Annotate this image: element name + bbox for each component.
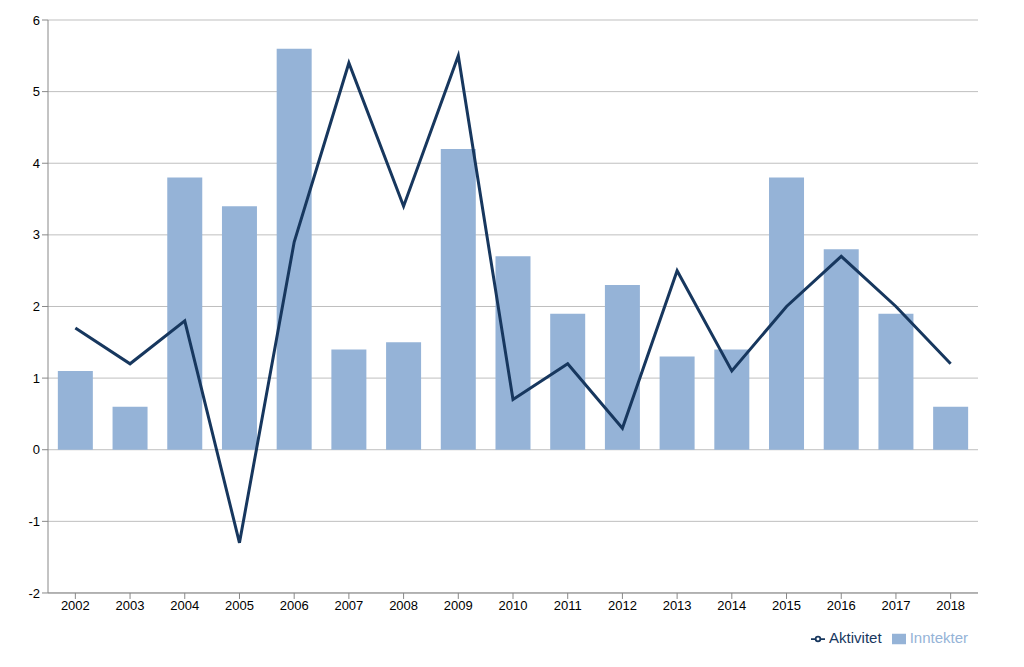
svg-text:2003: 2003 <box>116 598 145 613</box>
svg-text:2005: 2005 <box>225 598 254 613</box>
svg-text:2008: 2008 <box>389 598 418 613</box>
svg-text:2009: 2009 <box>444 598 473 613</box>
svg-text:4: 4 <box>33 156 40 171</box>
html-text:Inntekter: Inntekter <box>909 629 968 646</box>
svg-text:-1: -1 <box>28 514 40 529</box>
svg-text:2004: 2004 <box>170 598 199 613</box>
svg-text:2012: 2012 <box>608 598 637 613</box>
svg-text:2017: 2017 <box>881 598 910 613</box>
svg-text:6: 6 <box>33 13 40 28</box>
svg-text:0: 0 <box>33 442 40 457</box>
svg-text:2013: 2013 <box>663 598 692 613</box>
svg-text:2016: 2016 <box>827 598 856 613</box>
svg-text:3: 3 <box>33 227 40 242</box>
svg-text:2002: 2002 <box>61 598 90 613</box>
svg-text:2011: 2011 <box>554 598 582 613</box>
svg-text:-2: -2 <box>28 586 40 601</box>
svg-text:2015: 2015 <box>772 598 801 613</box>
svg-text:2014: 2014 <box>717 598 746 613</box>
svg-text:2018: 2018 <box>936 598 965 613</box>
svg-text:1: 1 <box>33 371 40 386</box>
svg-text:2: 2 <box>33 299 40 314</box>
svg-text:2007: 2007 <box>334 598 363 613</box>
svg-text:2010: 2010 <box>499 598 528 613</box>
html-text:Aktivitet: Aktivitet <box>829 629 882 646</box>
svg-text:5: 5 <box>33 84 40 99</box>
svg-text:2006: 2006 <box>280 598 309 613</box>
